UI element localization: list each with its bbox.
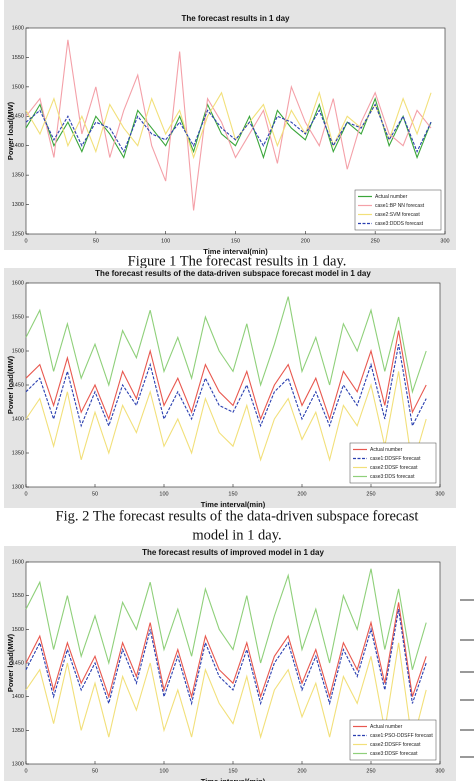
legend-label: Actual number — [370, 447, 403, 453]
legend-label: case3:DDDS forecast — [375, 221, 424, 227]
figure-caption: Figure 1 The forecast results in 1 day. — [128, 253, 347, 269]
y-tick-label: 1550 — [12, 55, 24, 61]
x-tick-label: 250 — [371, 238, 380, 244]
x-tick-label: 250 — [366, 491, 375, 497]
y-tick-label: 1400 — [12, 694, 24, 700]
x-tick-label: 250 — [366, 768, 375, 774]
y-tick-label: 1400 — [12, 416, 24, 422]
x-tick-label: 300 — [435, 768, 444, 774]
chart-title: The forecast results in 1 day — [181, 14, 290, 23]
x-tick-label: 0 — [24, 238, 27, 244]
x-tick-label: 50 — [92, 768, 98, 774]
chart-title: The forecast results of the data-driven … — [95, 269, 371, 278]
series-line — [25, 642, 427, 744]
y-tick-label: 1500 — [12, 627, 24, 633]
series-line — [25, 568, 427, 670]
legend-label: Actual number — [370, 724, 403, 730]
x-tick-label: 200 — [297, 768, 306, 774]
y-tick-label: 1600 — [12, 280, 24, 286]
series-line — [25, 602, 427, 699]
series-line — [25, 103, 432, 153]
y-tick-label: 1300 — [12, 202, 24, 208]
y-axis-label: Power load(MW) — [6, 101, 15, 160]
series-line — [25, 296, 427, 394]
legend-label: case1:BP NN forecast — [375, 203, 425, 209]
y-tick-label: 1500 — [12, 348, 24, 354]
x-tick-label: 150 — [228, 768, 237, 774]
legend-label: case3:DDSF forecast — [370, 751, 418, 757]
x-tick-label: 300 — [435, 491, 444, 497]
series-line — [25, 371, 427, 467]
x-tick-label: 50 — [92, 491, 98, 497]
legend-label: case1:PSO-DDSFF forecast — [370, 733, 433, 739]
legend-label: case2:DDSFF forecast — [370, 742, 421, 748]
y-tick-label: 1350 — [12, 450, 24, 456]
y-tick-label: 1300 — [12, 484, 24, 490]
x-tick-label: 150 — [231, 238, 240, 244]
y-tick-label: 1600 — [12, 559, 24, 565]
x-tick-label: 300 — [440, 238, 449, 244]
legend-label: case1:DDSFF forecast — [370, 456, 421, 462]
y-tick-label: 1450 — [12, 382, 24, 388]
y-tick-label: 1550 — [12, 314, 24, 320]
x-tick-label: 200 — [297, 491, 306, 497]
x-tick-label: 100 — [159, 491, 168, 497]
y-axis-label: Power load(MW) — [6, 633, 15, 692]
y-tick-label: 1500 — [12, 84, 24, 90]
legend-label: case2:DDSF forecast — [370, 465, 418, 471]
y-tick-label: 1600 — [12, 25, 24, 31]
x-tick-label: 150 — [228, 491, 237, 497]
figure-caption: model in 1 day. — [192, 527, 281, 543]
y-tick-label: 1550 — [12, 593, 24, 599]
legend-label: Actual number — [375, 194, 408, 200]
x-tick-label: 0 — [24, 768, 27, 774]
chart-title: The forecast results of improved model i… — [142, 548, 324, 557]
y-axis-label: Power load(MW) — [6, 355, 15, 414]
x-tick-label: 50 — [93, 238, 99, 244]
legend-label: case3:DDS forecast — [370, 474, 415, 480]
y-tick-label: 1250 — [12, 231, 24, 237]
y-tick-label: 1350 — [12, 728, 24, 734]
x-tick-label: 100 — [161, 238, 170, 244]
y-tick-label: 1350 — [12, 173, 24, 179]
x-axis-label: Time interval(min) — [201, 777, 266, 781]
x-tick-label: 100 — [159, 768, 168, 774]
y-tick-label: 1450 — [12, 114, 24, 120]
series-line — [25, 344, 427, 428]
x-tick-label: 0 — [24, 491, 27, 497]
figure-caption: Fig. 2 The forecast results of the data-… — [56, 508, 419, 524]
series-line — [25, 330, 427, 421]
y-tick-label: 1300 — [12, 761, 24, 767]
y-tick-label: 1450 — [12, 660, 24, 666]
y-tick-label: 1400 — [12, 143, 24, 149]
legend-label: case2:SVM forecast — [375, 212, 420, 218]
x-axis-label: Time interval(min) — [203, 247, 268, 256]
series-line — [25, 39, 432, 211]
x-axis-label: Time interval(min) — [201, 500, 266, 509]
x-tick-label: 200 — [301, 238, 310, 244]
series-line — [25, 609, 427, 706]
